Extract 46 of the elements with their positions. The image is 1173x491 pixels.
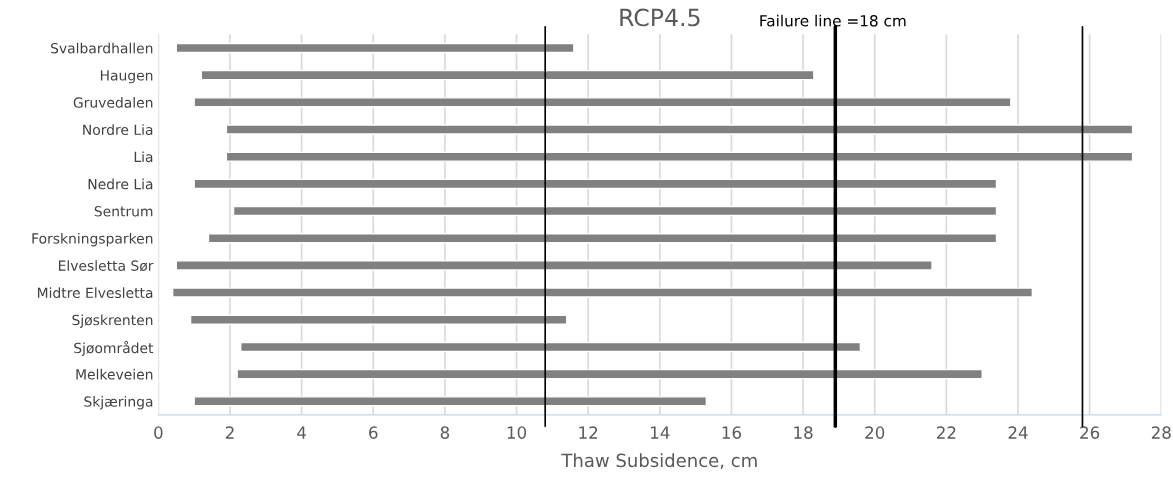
bar [193,97,1012,108]
y-tick-label: Lia [134,151,153,163]
bar [240,341,862,353]
y-tick-label: Midtre Elvesletta [37,287,153,299]
bar [225,151,1134,162]
bar [236,368,983,380]
x-axis-title: Thaw Subsidence, cm [561,453,757,470]
text: Failure line =18 cm [760,14,906,27]
x-tick-label: 18 [794,426,813,439]
y-tick-label: Gruvedalen [73,97,153,108]
x-tick-label: 22 [936,426,956,439]
y-tick-label: Nordre Lia [83,124,153,135]
bar [189,314,568,325]
bar [207,233,998,244]
bar [232,205,998,217]
y-tick-label: Sentrum [94,206,153,217]
x-tick-label: 4 [297,426,306,439]
y-tick-label: Svalbardhallen [51,42,153,54]
x-tick-label: 16 [722,426,741,439]
y-tick-label: Skjæringa [84,396,153,410]
y-tick-label: Sjøområdet [74,340,154,356]
bar [225,124,1134,135]
x-tick-label: 6 [369,426,378,439]
y-tick-label: Sjøskrenten [72,314,153,328]
y-tick-label: Melkeveien [76,368,153,380]
bar [200,69,815,81]
x-tick-label: 14 [651,426,670,439]
x-tick-label: 28 [1151,426,1171,439]
x-tick-label: 0 [154,426,163,439]
bar [171,287,1034,298]
y-tick-label: Haugen [100,70,153,84]
bar [193,178,998,190]
bar [175,42,575,54]
y-tick-label: Forskningsparken [32,232,153,247]
x-tick-label: 2 [225,426,234,439]
y-tick-label: Elvesletta Sør [58,260,154,272]
bar [193,396,708,407]
y-tick-label: Nedre Lia [88,178,153,190]
x-tick-label: 12 [579,426,598,439]
x-tick-label: 10 [507,426,527,439]
x-tick-label: 26 [1080,426,1100,439]
bar [175,260,933,271]
x-tick-label: 24 [1008,426,1028,439]
x-tick-label: 20 [865,426,885,439]
x-tick-label: 8 [440,426,450,439]
chart-title: RCP4.5 [620,8,700,27]
